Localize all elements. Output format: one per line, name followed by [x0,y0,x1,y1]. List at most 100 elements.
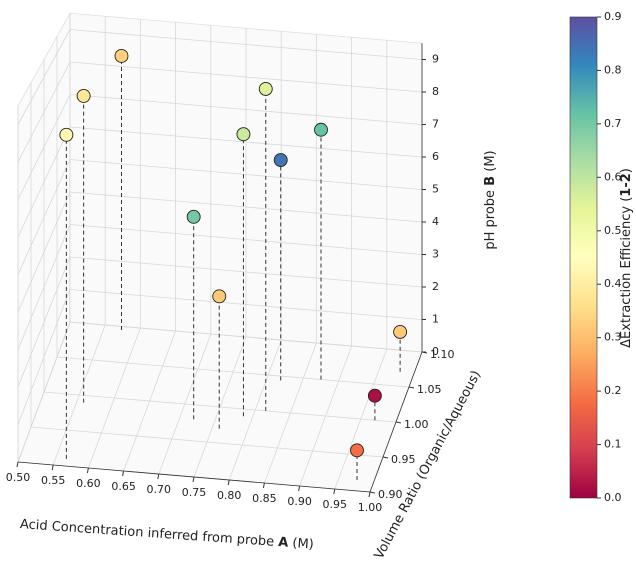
y-tick-label: 1.10 [430,348,455,361]
grid-line [17,289,71,425]
x-tick [298,485,301,492]
point [367,388,382,403]
x-tick-label: 0.90 [287,495,312,508]
x-tick [262,482,265,489]
grid-line [69,29,423,60]
z-label-bold: B [483,176,498,186]
grid-line [56,356,410,388]
z-tick-label: 3 [432,248,439,261]
z-label-part: pH probe [483,186,498,250]
z-tick-label: 0 [432,345,439,358]
colorbar-tick-label: 0.4 [604,277,622,290]
grid-line [69,126,423,158]
grid-line [30,426,384,458]
y-tick [382,456,389,459]
x-tick [192,476,195,483]
colorbar-tick-label: 0.9 [604,10,622,23]
x-label-bold: A [278,535,289,551]
y-tick [408,386,415,389]
y-tick-label: 0.90 [378,488,403,501]
x-tick-label: 0.70 [147,483,172,496]
point [236,127,251,142]
colorbar-label: ΔExtraction Efficiency (1-2) [619,168,634,348]
grid-line [17,61,71,163]
colorbar-tick-label: 0.5 [604,224,622,237]
grid-line [69,224,423,255]
x-tick-label: 0.75 [182,486,207,499]
x-tick-label: 0.65 [111,480,136,493]
point [350,443,364,458]
z-tick-label: 1 [432,313,439,326]
z-axis-label: pH probe B (M) [483,150,498,249]
colorbar-tick-label: 0.3 [604,331,622,344]
colorbar-tick-label: 0.8 [604,63,622,76]
point [258,81,273,96]
point [114,49,129,63]
cb-label-part: ) [619,168,634,173]
z-tick-label: 9 [432,53,439,66]
grid-line [69,289,423,320]
x-tick [51,464,54,471]
x-label-part: (M) [288,535,314,552]
z-tick-label: 6 [432,150,439,163]
y-tick-label: 0.95 [391,453,416,466]
point [393,324,408,339]
point [314,122,328,137]
grid-line [17,224,71,350]
cb-label-bold: 1-2 [619,173,634,197]
z-label-part: (M) [483,150,498,176]
point [76,88,91,103]
cb-label-part: ΔExtraction Efficiency ( [619,197,634,348]
point [273,153,288,168]
grid-line [17,29,71,125]
grid-line [17,191,71,313]
x-tick [86,467,89,474]
z-tick-label: 7 [432,118,439,131]
x-tick-label: 0.60 [76,477,101,490]
point [186,209,201,224]
z-tick-label: 8 [432,85,439,98]
x-tick-label: 0.50 [6,471,31,484]
colorbar-tick-label: 0.1 [604,438,622,451]
z-tick-label: 2 [432,280,439,293]
colorbar-tick-label: 0.7 [604,117,622,130]
grid-line [69,256,423,288]
x-tick [122,470,125,477]
z-tick-label: 5 [432,183,439,196]
y-tick [369,491,376,494]
x-label-part: Acid Concentration inferred from probe [19,517,278,550]
grid-line [17,159,71,275]
grid-line [69,321,423,353]
grid-line [69,94,423,125]
x-tick [16,461,19,468]
grid-line [69,159,423,190]
grid-line [17,126,71,238]
x-tick [227,479,230,486]
x-tick-label: 1.00 [358,501,383,514]
y-tick [395,421,402,424]
grid-line [69,61,423,93]
z-tick-label: 4 [432,215,439,228]
grid-line [17,94,71,200]
point [59,127,74,142]
grid-line [69,191,423,223]
x-tick [333,488,336,495]
x-axis-label: Acid Concentration inferred from probe A… [19,517,314,553]
colorbar-tick-label: 0.2 [604,384,622,397]
grid-line [43,391,397,423]
x-tick-label: 0.55 [41,474,66,487]
y-tick-label: 1.05 [417,383,442,396]
y-tick-label: 1.00 [404,418,429,431]
colorbar-tick-label: 0.0 [604,491,622,504]
colorbar [569,16,598,499]
x-tick-label: 0.85 [252,492,277,505]
colorbar-tick-label: 0.6 [604,170,622,183]
x-tick-label: 0.95 [323,498,348,511]
x-tick [157,473,160,480]
grid-line [17,321,71,463]
point [212,289,227,304]
x-tick-label: 0.80 [217,489,242,502]
grid-line [17,256,71,388]
x-tick [368,491,371,498]
